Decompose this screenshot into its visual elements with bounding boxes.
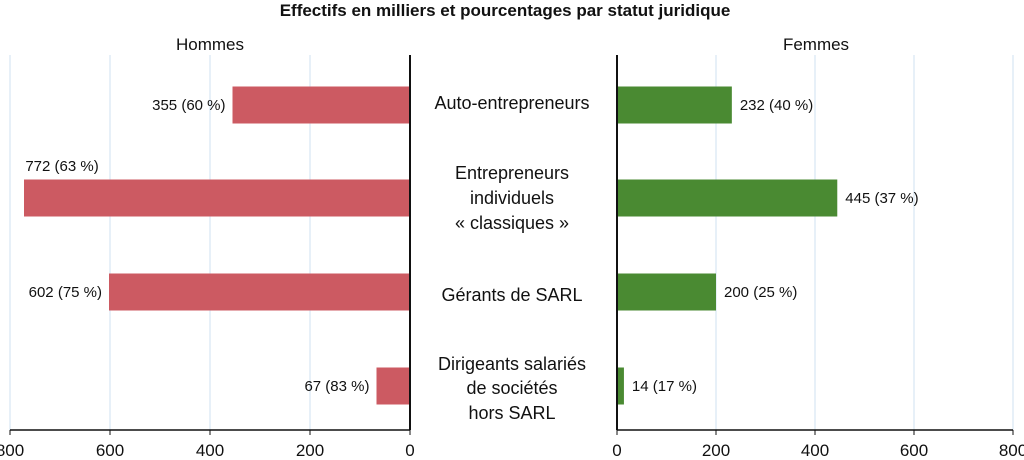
bar-hommes	[232, 86, 410, 124]
bar-femmes	[617, 86, 732, 124]
tick-label-left: 600	[96, 441, 124, 460]
tick-label-right: 400	[801, 441, 829, 460]
category-label: Entrepreneurs	[455, 163, 569, 183]
category-label: hors SARL	[468, 403, 555, 423]
category-label: individuels	[470, 188, 554, 208]
tick-label-right: 600	[900, 441, 928, 460]
data-label-hommes: 355 (60 %)	[152, 97, 225, 114]
tick-label-right: 0	[612, 441, 621, 460]
bar-femmes	[617, 273, 716, 311]
tick-label-left: 0	[405, 441, 414, 460]
data-label-femmes: 200 (25 %)	[724, 284, 797, 301]
data-labels: 355 (60 %) 772 (63 %) 602 (75 %) 67 (83 %) 2…	[25, 97, 918, 395]
bar-femmes	[617, 179, 838, 217]
category-label: Auto-entrepreneurs	[434, 93, 589, 113]
data-label-hommes: 602 (75 %)	[29, 284, 102, 301]
data-label-hommes: 772 (63 %)	[25, 158, 98, 175]
category-label: Gérants de SARL	[441, 285, 582, 305]
data-label-femmes: 232 (40 %)	[740, 97, 813, 114]
bars	[24, 86, 838, 405]
axes: 0 0 200 200 400 400 600 600 800 800	[0, 55, 1024, 460]
tick-label-left: 800	[0, 441, 24, 460]
bar-femmes	[617, 367, 624, 405]
bar-hommes	[376, 367, 410, 405]
category-label: de sociétés	[466, 378, 557, 398]
category-label: « classiques »	[455, 213, 569, 233]
tick-label-right: 200	[702, 441, 730, 460]
tick-label-left: 400	[196, 441, 224, 460]
data-label-femmes: 14 (17 %)	[632, 378, 697, 395]
data-label-hommes: 67 (83 %)	[304, 378, 369, 395]
series-title-femmes: Femmes	[783, 35, 849, 54]
tick-label-right: 800	[999, 441, 1024, 460]
bar-hommes	[24, 179, 410, 217]
data-label-femmes: 445 (37 %)	[845, 190, 918, 207]
category-label: Dirigeants salariés	[438, 354, 586, 374]
category-labels: Auto-entrepreneurs Entrepreneurs individue…	[434, 93, 589, 423]
series-title-hommes: Hommes	[176, 35, 244, 54]
tick-label-left: 200	[296, 441, 324, 460]
bar-hommes	[109, 273, 410, 311]
chart-title: Effectifs en milliers et pourcentages pa…	[280, 1, 731, 20]
